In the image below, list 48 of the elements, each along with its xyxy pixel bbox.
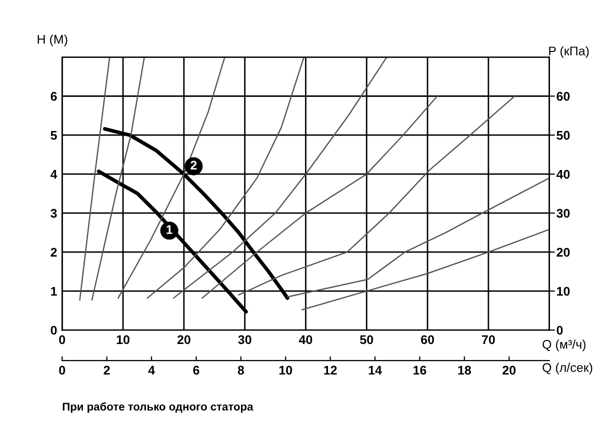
x2-tick-label: 20 xyxy=(502,366,516,375)
line-series xyxy=(146,57,305,299)
annotation: 2 xyxy=(190,160,197,170)
y-tick-label: 5 xyxy=(50,131,57,140)
x2-tick-label: 18 xyxy=(458,366,471,375)
x2-tick-label: 2 xyxy=(104,366,110,375)
y-tick-label: 2 xyxy=(50,248,57,257)
line-series xyxy=(202,96,438,299)
x-tick-label: 50 xyxy=(360,335,374,344)
x-tick-label: 30 xyxy=(238,335,252,344)
x2-tick-label: 16 xyxy=(414,366,426,375)
y2-tick-label: 40 xyxy=(556,170,570,179)
line-series xyxy=(301,228,550,310)
x2-tick-label: 6 xyxy=(193,366,200,375)
y2-tick-label: 20 xyxy=(556,248,570,257)
y-tick-label: 3 xyxy=(50,208,57,218)
x2-tick-label: 0 xyxy=(59,366,66,375)
x-tick-label: 60 xyxy=(421,335,434,344)
line-series xyxy=(286,177,550,298)
y-tick-label: 1 xyxy=(51,286,57,296)
x-tick-label: 0 xyxy=(59,335,66,344)
x2-axis-title: Q (л/сек) xyxy=(542,362,592,374)
annotation: 1 xyxy=(166,225,172,234)
line-series xyxy=(238,96,516,296)
text: При работе только одного статора xyxy=(62,402,254,413)
y-tick-label: 6 xyxy=(50,92,57,101)
line-series xyxy=(91,57,145,301)
line-series xyxy=(172,57,388,299)
y2-axis-title: P (кПа) xyxy=(549,46,589,58)
line-series xyxy=(118,57,226,299)
x2-tick-label: 10 xyxy=(279,366,292,375)
y2-tick-label: 0 xyxy=(556,326,563,335)
x-tick-label: 20 xyxy=(177,335,190,344)
y-tick-label: 0 xyxy=(50,326,57,335)
x2-tick-label: 12 xyxy=(324,366,337,375)
y2-tick-label: 60 xyxy=(556,92,570,101)
x-tick-label: 10 xyxy=(116,335,130,344)
x-axis-title: Q (м³/ч) xyxy=(542,340,586,352)
x2-tick-label: 4 xyxy=(148,366,155,375)
y2-tick-label: 30 xyxy=(556,208,570,218)
x-tick-label: 70 xyxy=(482,335,495,344)
y2-tick-label: 10 xyxy=(557,286,570,296)
x2-tick-label: 14 xyxy=(368,366,382,375)
y-axis-title: H (М) xyxy=(38,34,68,46)
y-tick-label: 4 xyxy=(50,170,58,179)
y2-tick-label: 50 xyxy=(556,130,570,140)
x-tick-label: 40 xyxy=(298,335,312,344)
x2-tick-label: 8 xyxy=(238,366,244,375)
